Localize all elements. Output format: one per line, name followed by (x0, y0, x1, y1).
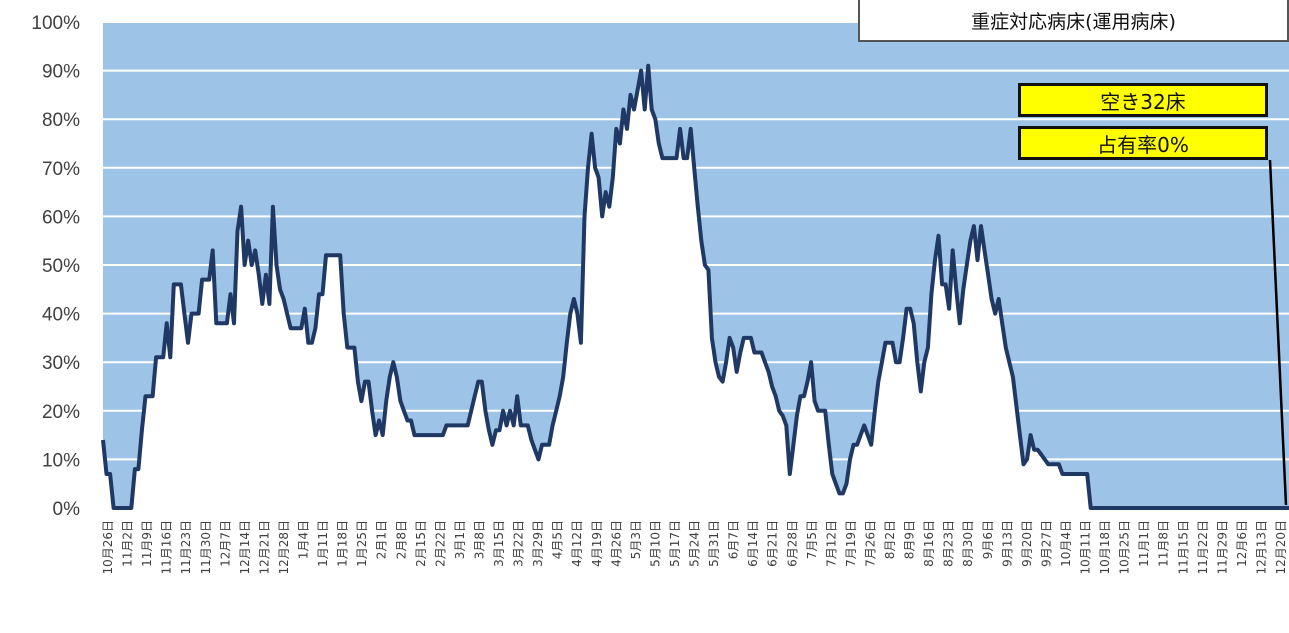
x-tick-label: 4月5日 (551, 520, 565, 559)
x-tick-label: 11月8日 (1157, 520, 1171, 567)
x-tick-label: 3月29日 (531, 520, 545, 567)
x-tick-label: 7月5日 (805, 520, 819, 559)
occupancy-rate-label: 占有率0% (1018, 126, 1268, 160)
x-tick-label: 5月17日 (668, 520, 682, 567)
x-tick-label: 11月16日 (160, 520, 174, 575)
callout-leader-line (1268, 159, 1288, 506)
x-tick-label: 11月9日 (140, 520, 154, 567)
x-tick-label: 11月23日 (179, 520, 193, 575)
vacant-beds-label: 空き32床 (1018, 83, 1268, 117)
x-tick-label: 11月22日 (1196, 520, 1210, 575)
y-tick-label: 50% (42, 256, 80, 277)
x-tick-label: 10月26日 (101, 520, 115, 575)
x-tick-label: 5月10日 (648, 520, 662, 567)
x-tick-label: 3月1日 (453, 520, 467, 559)
x-tick-label: 10月4日 (1059, 520, 1073, 567)
x-tick-label: 2月22日 (433, 520, 447, 567)
x-tick-label: 7月19日 (844, 520, 858, 567)
x-tick-label: 8月9日 (903, 520, 917, 559)
x-tick-label: 9月27日 (1039, 520, 1053, 567)
x-tick-label: 2月15日 (414, 520, 428, 567)
x-tick-label: 11月29日 (1215, 520, 1229, 575)
vacant-beds-text: 空き32床 (1100, 89, 1186, 114)
x-tick-label: 1月25日 (355, 520, 369, 567)
x-tick-label: 1月4日 (297, 520, 311, 559)
x-tick-label: 8月23日 (942, 520, 956, 567)
x-tick-label: 9月6日 (981, 520, 995, 559)
occupancy-line (101, 63, 1289, 510)
y-tick-label: 90% (42, 62, 80, 83)
x-tick-label: 6月14日 (746, 520, 760, 567)
x-tick-label: 6月21日 (766, 520, 780, 567)
x-tick-label: 1月11日 (316, 520, 330, 567)
y-tick-label: 60% (42, 207, 80, 228)
x-tick-label: 11月15日 (1176, 520, 1190, 575)
x-tick-label: 12月28日 (277, 520, 291, 575)
x-tick-label: 8月30日 (961, 520, 975, 567)
x-tick-label: 12月21日 (257, 520, 271, 575)
x-tick-label: 12月20日 (1274, 520, 1288, 575)
x-tick-label: 12月14日 (238, 520, 252, 575)
x-tick-label: 3月8日 (472, 520, 486, 559)
x-tick-label: 10月18日 (1098, 520, 1112, 575)
x-tick-label: 3月15日 (492, 520, 506, 567)
y-tick-label: 20% (42, 402, 80, 423)
y-tick-label: 40% (42, 305, 80, 326)
x-tick-label: 5月31日 (707, 520, 721, 567)
x-tick-label: 7月26日 (864, 520, 878, 567)
y-tick-label: 100% (31, 13, 80, 34)
x-tick-label: 8月2日 (883, 520, 897, 559)
x-tick-label: 3月22日 (512, 520, 526, 567)
x-tick-label: 9月13日 (1000, 520, 1014, 567)
x-tick-label: 11月2日 (121, 520, 135, 567)
occupancy-rate-text: 占有率0% (1097, 132, 1189, 157)
chart-title: 重症対応病床(運用病床) (971, 10, 1176, 33)
x-tick-label: 7月12日 (824, 520, 838, 567)
x-tick-label: 6月7日 (727, 520, 741, 559)
x-tick-label: 4月12日 (570, 520, 584, 567)
x-tick-label: 12月13日 (1255, 520, 1269, 575)
y-tick-label: 0% (53, 499, 81, 520)
x-tick-label: 11月1日 (1137, 520, 1151, 567)
x-tick-label: 2月1日 (375, 520, 389, 559)
x-tick-label: 5月3日 (629, 520, 643, 559)
x-tick-label: 12月7日 (218, 520, 232, 567)
y-tick-label: 30% (42, 353, 80, 374)
y-tick-label: 70% (42, 159, 80, 180)
x-tick-label: 12月6日 (1235, 520, 1249, 567)
y-tick-label: 80% (42, 110, 80, 131)
y-tick-label: 10% (42, 450, 80, 471)
x-axis-ticks: 10月26日 11月2日 11月9日 11月16日 11月23日 11月30日 12月7日 1… (101, 520, 1288, 575)
x-tick-label: 8月16日 (922, 520, 936, 567)
x-tick-label: 1月18日 (336, 520, 350, 567)
x-tick-label: 4月19日 (590, 520, 604, 567)
y-axis-ticks: 0% 10% 20% 30% 40% 50% 60% 70% 80% 90% 100% (31, 13, 80, 520)
x-tick-label: 5月24日 (688, 520, 702, 567)
x-tick-label: 10月25日 (1118, 520, 1132, 575)
x-tick-label: 10月11日 (1079, 520, 1093, 575)
x-tick-label: 4月26日 (609, 520, 623, 567)
x-tick-label: 6月28日 (785, 520, 799, 567)
x-tick-label: 2月8日 (394, 520, 408, 559)
chart-title-box: 重症対応病床(運用病床) (858, 0, 1289, 42)
x-tick-label: 9月20日 (1020, 520, 1034, 567)
x-tick-label: 11月30日 (199, 520, 213, 575)
